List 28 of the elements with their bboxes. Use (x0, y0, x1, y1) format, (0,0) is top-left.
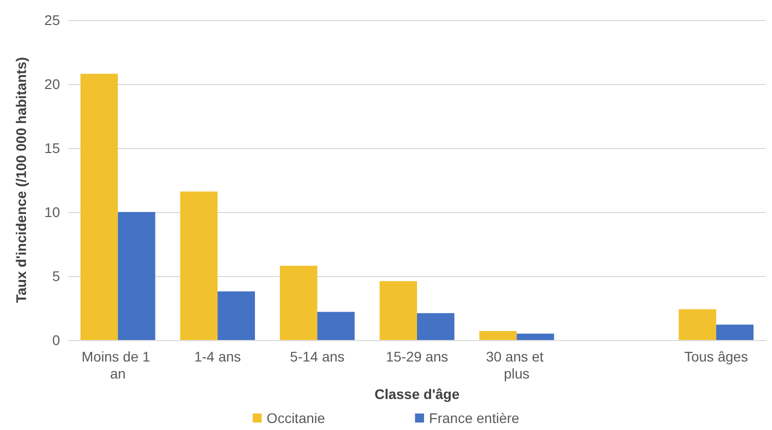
bar (317, 312, 355, 340)
legend-label: Occitanie (266, 410, 326, 426)
y-tick-label: 20 (44, 76, 60, 92)
bar (678, 309, 716, 340)
bar (180, 192, 218, 340)
y-tick-label: 5 (52, 268, 60, 284)
y-tick-label: 10 (44, 204, 60, 220)
x-tick-label: 5-14 ans (290, 348, 345, 364)
y-tick-label: 25 (44, 12, 60, 28)
x-tick-label: 15-29 ans (386, 348, 448, 364)
bar (516, 334, 554, 340)
bar (479, 331, 517, 340)
bar (118, 212, 156, 340)
bar (417, 313, 454, 340)
bar (716, 324, 754, 340)
bar (218, 291, 255, 340)
x-tick-label: Tous âges (684, 348, 748, 364)
x-tick-label: Moins de 1 an (82, 348, 154, 382)
y-tick-label: 0 (52, 332, 60, 348)
bar (280, 266, 318, 340)
bar (80, 74, 118, 340)
y-axis-title: Taux d'incidence (/100 000 habitants) (13, 57, 29, 303)
bar (380, 281, 417, 340)
legend-label: France entière (429, 410, 520, 426)
x-axis-title: Classe d'âge (374, 386, 460, 402)
x-tick-label: 1-4 ans (194, 348, 241, 364)
y-tick-label: 15 (44, 140, 60, 156)
x-tick-label: 30 ans et plus (486, 348, 548, 382)
